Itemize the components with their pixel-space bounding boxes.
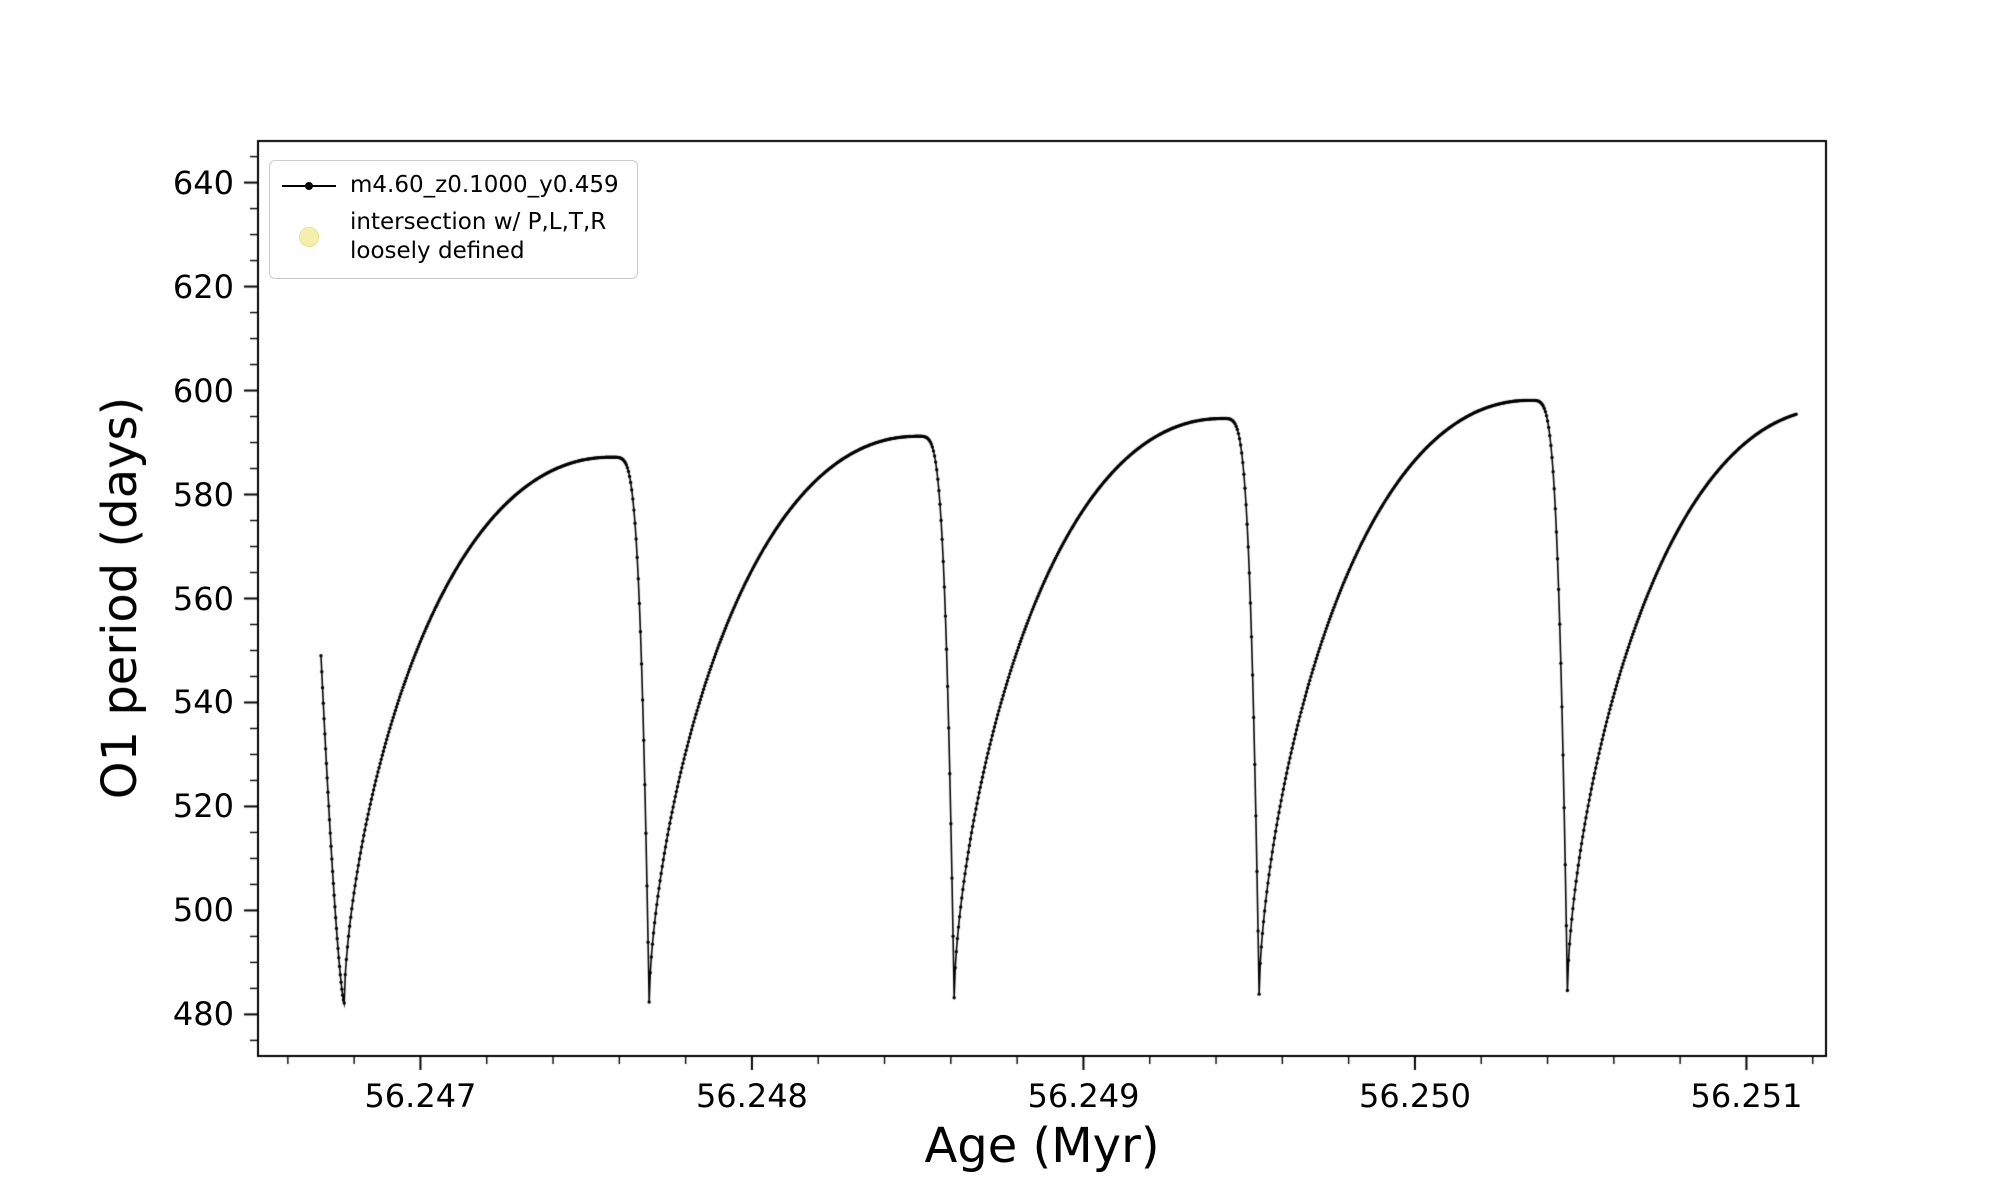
y-tick-label: 560 — [172, 579, 234, 618]
y-tick-label: 600 — [172, 371, 234, 410]
legend-label-intersection: intersection w/ P,L,T,R loosely defined — [350, 209, 607, 264]
y-tick-label: 480 — [172, 995, 234, 1034]
x-tick-label: 56.247 — [364, 1077, 477, 1115]
y-tick-label: 640 — [172, 163, 234, 202]
y-tick-label: 520 — [172, 787, 234, 826]
y-tick-label: 620 — [172, 267, 234, 306]
y-tick-label: 500 — [172, 891, 234, 930]
y-tick-label: 540 — [172, 683, 234, 722]
line-dot-marker-icon — [282, 184, 336, 187]
x-tick-label: 56.248 — [695, 1077, 808, 1115]
legend-entry-series: m4.60_z0.1000_y0.459 — [282, 171, 619, 200]
circle-marker-icon — [299, 227, 319, 247]
y-tick-label: 580 — [172, 475, 234, 514]
x-tick-label: 56.250 — [1358, 1077, 1471, 1115]
x-tick-label: 56.249 — [1027, 1077, 1140, 1115]
x-axis-label: Age (Myr) — [924, 1118, 1160, 1174]
legend: m4.60_z0.1000_y0.459 intersection w/ P,L… — [269, 160, 638, 279]
legend-label-series: m4.60_z0.1000_y0.459 — [350, 172, 619, 198]
legend-entry-intersection: intersection w/ P,L,T,R loosely defined — [282, 208, 619, 266]
x-tick-label: 56.251 — [1690, 1077, 1803, 1115]
